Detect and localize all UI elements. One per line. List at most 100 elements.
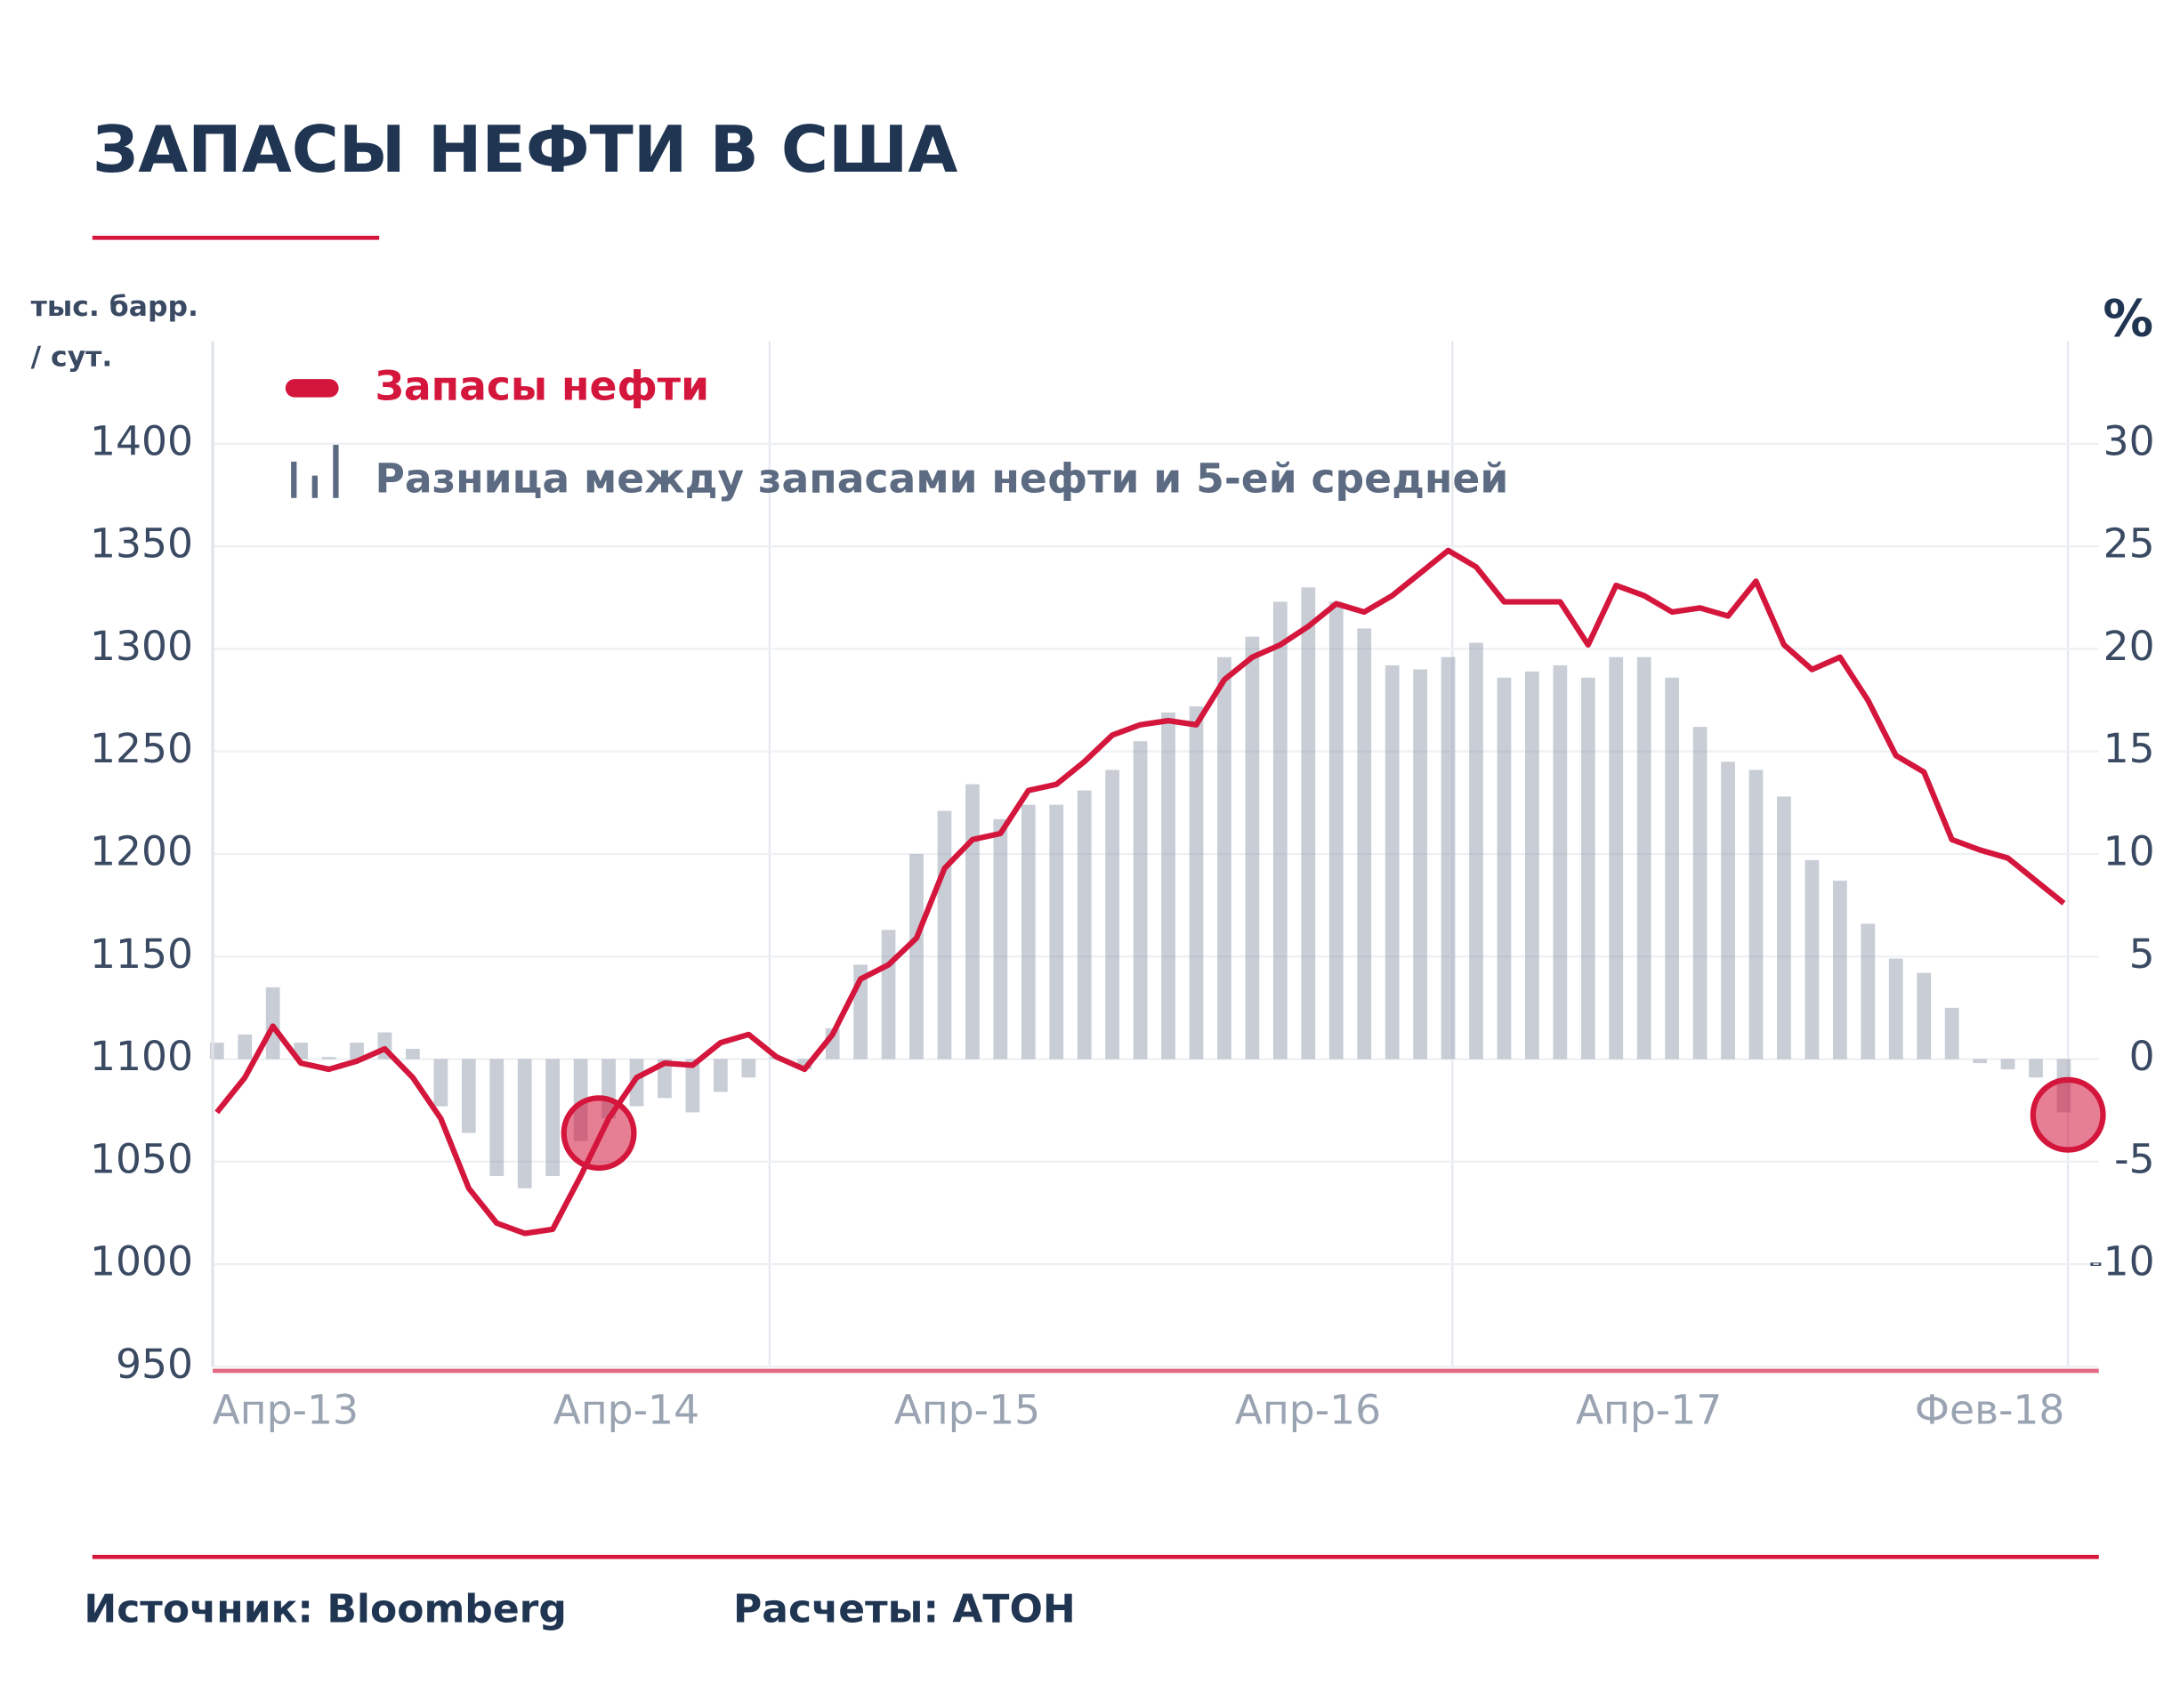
y2-tick-label: 25 — [2103, 520, 2155, 568]
bar — [1328, 601, 1344, 1059]
x-tick-label: Апр-13 — [213, 1387, 359, 1434]
y-axis-label: / сут. — [31, 342, 113, 374]
chart-title: ЗАПАСЫ НЕФТИ В США — [93, 113, 958, 188]
bar — [1441, 657, 1456, 1059]
bar — [1665, 677, 1680, 1059]
bar — [1525, 671, 1539, 1059]
y-tick-label: 1000 — [90, 1238, 193, 1285]
bar — [1105, 769, 1120, 1059]
legend-line-icon — [285, 379, 339, 398]
y2-tick-label: 0 — [2129, 1033, 2155, 1080]
bar — [1748, 769, 1764, 1059]
bar — [1692, 727, 1708, 1059]
bar — [238, 1034, 253, 1059]
bar — [1385, 665, 1400, 1059]
bar — [1721, 761, 1735, 1059]
y2-tick-label: 30 — [2103, 417, 2155, 464]
x-tick-label: Апр-16 — [1235, 1387, 1381, 1434]
bar — [629, 1059, 644, 1107]
bar — [1553, 665, 1568, 1059]
bar — [1133, 741, 1148, 1059]
bar — [433, 1059, 448, 1107]
y-tick-label: 1250 — [90, 725, 193, 772]
bar — [1497, 677, 1512, 1059]
bar — [1189, 706, 1204, 1059]
bar — [909, 854, 924, 1059]
y-tick-label: 1100 — [90, 1033, 193, 1080]
bar — [1217, 657, 1231, 1059]
bar — [545, 1059, 561, 1176]
bar — [321, 1057, 336, 1059]
bar — [489, 1059, 505, 1176]
legend-bar-icon — [311, 475, 318, 498]
bar — [2029, 1059, 2043, 1078]
bar — [2000, 1059, 2015, 1070]
bar — [1944, 1007, 1959, 1059]
legend-label: Запасы нефти — [375, 363, 709, 410]
footer-source: Источник: Bloomberg — [84, 1586, 567, 1631]
bar — [714, 1059, 728, 1092]
highlight-circle — [2030, 1076, 2106, 1153]
y-tick-label: 950 — [116, 1341, 193, 1388]
y-tick-label: 1300 — [90, 623, 193, 670]
bar — [1888, 958, 1903, 1059]
bar — [1413, 669, 1427, 1059]
y-tick-label: 1050 — [90, 1135, 193, 1182]
bar — [1636, 657, 1651, 1059]
bar — [350, 1043, 364, 1059]
bar — [1161, 712, 1175, 1059]
y2-tick-label: -5 — [2114, 1135, 2154, 1182]
bar — [406, 1048, 420, 1059]
bar — [1973, 1059, 1987, 1064]
bar — [1049, 804, 1064, 1059]
y2-tick-label: -10 — [2088, 1238, 2154, 1285]
bar — [1245, 636, 1260, 1059]
bar — [1272, 601, 1288, 1059]
x-tick-label: Фев-18 — [1915, 1387, 2065, 1434]
y-axis-label: тыс. барр. — [31, 291, 198, 323]
y2-tick-label: 15 — [2103, 725, 2155, 772]
y-tick-label: 1350 — [90, 520, 193, 568]
legend-bar-icon — [291, 461, 297, 498]
bar — [1580, 677, 1595, 1059]
bar — [685, 1059, 700, 1113]
bar — [1777, 796, 1791, 1059]
bar — [1609, 657, 1624, 1059]
x-tick-label: Апр-17 — [1576, 1387, 1722, 1434]
bar — [993, 818, 1008, 1059]
y2-tick-label: 10 — [2103, 827, 2155, 874]
x-tick-label: Апр-14 — [553, 1387, 699, 1434]
y2-tick-label: 20 — [2103, 623, 2155, 670]
bar — [1469, 642, 1483, 1059]
bar — [461, 1059, 476, 1133]
bar — [797, 1059, 812, 1070]
bar — [881, 930, 896, 1059]
bar — [1917, 972, 1932, 1059]
bar — [937, 810, 952, 1059]
bar — [265, 987, 280, 1059]
bar — [517, 1059, 532, 1188]
y-tick-label: 1200 — [90, 827, 193, 874]
y-tick-label: 1400 — [90, 417, 193, 464]
plot-area: 950100010501100115012001250130013501400-… — [90, 341, 2155, 1434]
bar — [1805, 859, 1820, 1059]
bar — [1301, 587, 1316, 1059]
bar — [741, 1059, 756, 1078]
footer-calc: Расчеты: АТОН — [733, 1586, 1076, 1631]
bar — [965, 784, 980, 1059]
bar — [1861, 923, 1876, 1059]
x-tick-label: Апр-15 — [894, 1387, 1040, 1434]
y2-tick-label: 5 — [2129, 931, 2155, 978]
bar — [1077, 790, 1092, 1059]
bar — [1357, 628, 1372, 1059]
legend-bar-icon — [333, 445, 339, 498]
highlight-circle — [561, 1095, 637, 1172]
bar — [1832, 880, 1847, 1059]
line — [214, 547, 2066, 1237]
bar — [658, 1059, 672, 1099]
y2-axis-label: % — [2103, 289, 2153, 348]
bar — [1021, 804, 1036, 1059]
legend-label: Разница между запасами нефти и 5-ей сред… — [375, 455, 1508, 502]
